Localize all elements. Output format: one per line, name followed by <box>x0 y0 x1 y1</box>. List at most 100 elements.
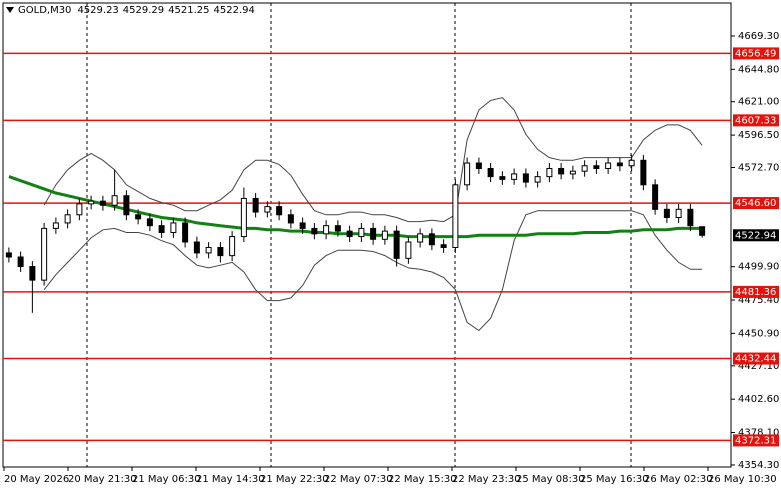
candle-body <box>311 227 318 235</box>
y-tick-label: 4621.00 <box>738 97 779 108</box>
candle-body <box>76 203 83 216</box>
candle-body <box>569 170 576 175</box>
x-tick-label: 26 May 10:30 <box>708 474 777 485</box>
candle-body <box>170 222 177 233</box>
level-label: 4656.49 <box>735 48 776 59</box>
y-tick-label: 4572.70 <box>738 163 779 174</box>
level-label-box <box>733 47 779 60</box>
candle-body <box>675 208 682 218</box>
candle-body <box>358 227 365 238</box>
candle-body <box>428 233 435 246</box>
y-tick-label: 4596.50 <box>738 130 779 141</box>
candle-body <box>534 176 541 183</box>
candle-body <box>99 200 106 206</box>
level-label-box <box>733 352 779 365</box>
candle-body <box>393 230 400 259</box>
candle-body <box>276 206 283 216</box>
candle-body <box>605 162 612 169</box>
candle-body <box>593 165 600 169</box>
candle-body <box>323 225 330 235</box>
level-label-box <box>733 114 779 127</box>
candle-body <box>217 246 224 257</box>
candle-body <box>370 227 377 240</box>
y-tick-label: 4402.60 <box>738 394 779 405</box>
candle-body <box>464 162 471 186</box>
candle-body <box>123 195 130 216</box>
candle-body <box>522 173 529 183</box>
x-tick-label: 21 May 14:30 <box>196 474 265 485</box>
candle-body <box>264 206 271 213</box>
candle-body <box>146 218 153 227</box>
day-separators <box>86 3 632 467</box>
candle-body <box>252 197 259 213</box>
x-tick-label: 25 May 16:30 <box>580 474 649 485</box>
level-label: 4432.44 <box>735 354 776 365</box>
candle-body <box>546 167 553 178</box>
candle-body <box>17 256 24 268</box>
candle-body <box>499 176 506 180</box>
symbol: GOLD,M30 <box>18 5 71 16</box>
y-tick-label: 4499.90 <box>738 262 779 273</box>
candle-body <box>417 233 424 243</box>
x-tick-label: 20 May 21:30 <box>68 474 137 485</box>
candle-body <box>581 165 588 172</box>
upper-band <box>43 97 703 223</box>
candle-body <box>240 197 247 238</box>
candle-body <box>616 162 623 167</box>
x-tick-label: 21 May 06:30 <box>132 474 201 485</box>
y-tick-label: 4450.90 <box>738 328 779 339</box>
plot-frame <box>2 2 732 468</box>
y-tick-label: 4427.10 <box>738 361 779 372</box>
candle-body <box>663 208 670 218</box>
price-label: 4522.94 <box>735 230 776 241</box>
candle-body <box>158 225 165 233</box>
level-label: 4481.36 <box>735 287 776 298</box>
candle-body <box>381 230 388 240</box>
candle-body <box>346 230 353 238</box>
candle-body <box>182 222 189 243</box>
candle-body <box>88 200 95 205</box>
candle-body <box>52 222 59 229</box>
x-tick-label: 26 May 02:30 <box>644 474 713 485</box>
level-label-box <box>733 285 779 298</box>
candle-body <box>652 184 659 210</box>
candle-body <box>405 241 412 259</box>
candle-body <box>640 159 647 186</box>
x-tick-label: 21 May 22:30 <box>260 474 329 485</box>
candle-body <box>287 214 294 224</box>
candle-body <box>111 195 118 206</box>
candle-body <box>699 226 706 236</box>
x-tick-label: 22 May 23:30 <box>452 474 521 485</box>
y-tick-label: 4475.40 <box>738 295 779 306</box>
x-tick-label: 25 May 08:30 <box>516 474 585 485</box>
candle-body <box>487 167 494 178</box>
x-tick-label: 22 May 07:30 <box>324 474 393 485</box>
candle-body <box>29 266 36 281</box>
candle-body <box>440 244 447 248</box>
candle-body <box>452 184 459 248</box>
chart-header: GOLD,M30 4529.23 4529.29 4521.25 4522.94 <box>18 5 255 16</box>
y-tick-label: 4354.30 <box>738 460 779 471</box>
candle-body <box>135 214 142 220</box>
y-tick-label: 4378.10 <box>738 428 779 439</box>
candle-body <box>41 227 48 281</box>
y-tick-label: 4644.80 <box>738 64 779 75</box>
candle-body <box>205 246 212 254</box>
candle-body <box>299 222 306 229</box>
level-label: 4607.33 <box>735 115 776 126</box>
collapse-icon[interactable] <box>6 7 14 13</box>
candle-body <box>193 241 200 254</box>
ohlc-low: 4521.25 <box>168 5 209 16</box>
candle-body <box>5 252 12 258</box>
candle-body <box>229 236 236 257</box>
ohlc-open: 4529.23 <box>77 5 118 16</box>
candle-body <box>475 162 482 169</box>
level-label-box <box>733 197 779 210</box>
lower-band <box>43 210 703 332</box>
x-tick-label: 20 May 2026 <box>4 474 69 485</box>
candle-body <box>558 167 565 175</box>
level-label: 4546.60 <box>735 198 776 209</box>
